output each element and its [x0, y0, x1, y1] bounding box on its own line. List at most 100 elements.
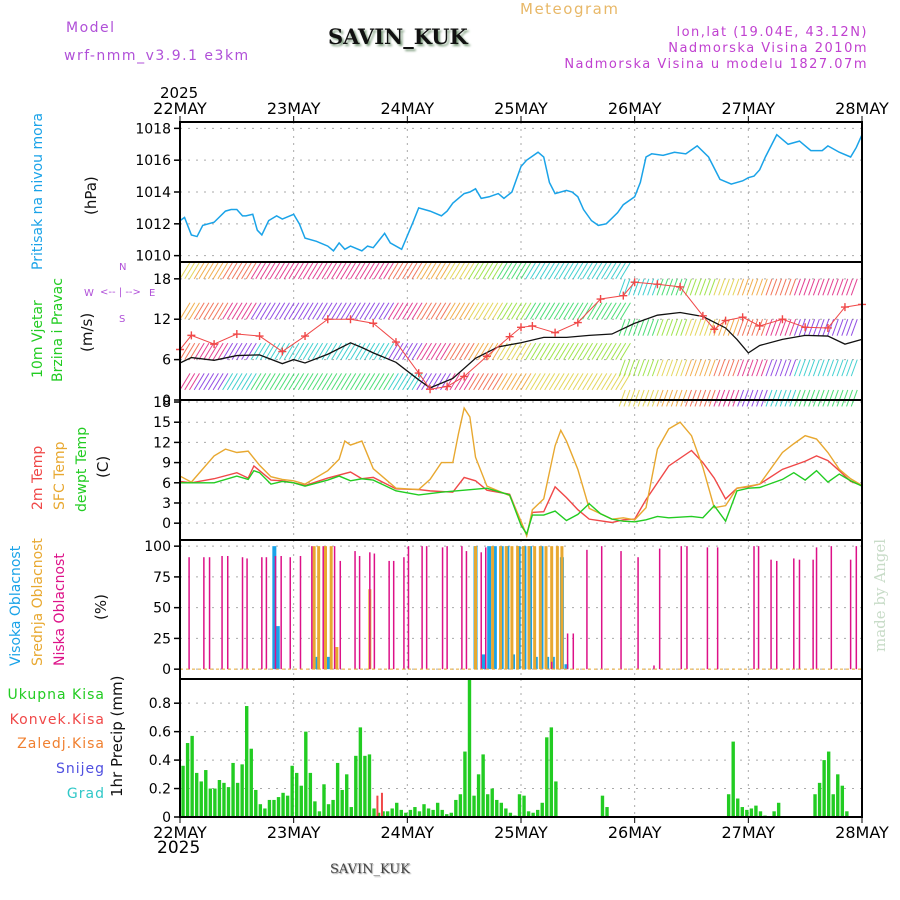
wind-barb — [283, 302, 295, 320]
precip-bar — [522, 795, 526, 817]
precip-bar — [517, 794, 522, 817]
wind-barb — [553, 342, 565, 360]
y-tick-label: 75 — [153, 570, 171, 586]
wind-barb — [628, 319, 636, 336]
wind-barb — [231, 373, 243, 391]
wind-barb — [586, 342, 598, 360]
wind-barb — [321, 262, 333, 280]
product-title: Meteogram — [520, 0, 620, 18]
x-label-top: 26MAY — [608, 99, 662, 118]
cloud-bar — [333, 546, 336, 670]
wind-barb — [520, 302, 532, 320]
wind-barb — [477, 342, 489, 360]
cloud-bar — [555, 546, 559, 670]
wind-barb — [708, 389, 716, 407]
wind-barb — [406, 262, 418, 280]
wind-barb — [605, 262, 617, 280]
wind-barb — [567, 302, 579, 320]
precip-bar — [258, 804, 263, 817]
precip-bar — [213, 788, 217, 817]
wind-barb — [708, 359, 716, 377]
wind-barb — [345, 342, 357, 360]
wind-barb — [722, 278, 730, 296]
wind-barb — [822, 278, 830, 296]
wind-barb — [642, 359, 650, 377]
wind-barb — [454, 262, 466, 280]
precip-bar — [813, 794, 817, 817]
y-tick-label: 6 — [162, 353, 171, 369]
wind-barb — [623, 278, 631, 296]
wind-speed-line — [179, 311, 863, 389]
model-label: Model — [66, 20, 116, 36]
wind-barb — [245, 342, 257, 360]
wind-gust-marker — [187, 331, 196, 340]
wind-barb — [369, 373, 380, 391]
wind-barb — [841, 278, 849, 296]
precip-bar — [363, 755, 367, 817]
wind-barb — [675, 389, 683, 407]
wind-gust-marker — [517, 323, 525, 332]
wind-barb — [850, 389, 858, 407]
wind-barb — [501, 373, 513, 391]
precip-bar — [222, 782, 226, 817]
wind-barb — [675, 319, 683, 336]
wind-barb — [775, 278, 782, 296]
wind-barb — [699, 319, 707, 336]
cloud-bar — [855, 546, 858, 670]
precip-bar — [605, 807, 609, 817]
wind-barb — [530, 342, 541, 360]
precip-bar — [454, 799, 458, 817]
wind-barb — [217, 302, 229, 320]
wind-barb — [383, 373, 395, 391]
precip-bar — [440, 809, 444, 817]
wind-barb — [397, 302, 409, 320]
wind-barb — [586, 373, 598, 391]
y-tick-label: 0 — [162, 662, 171, 678]
precip-bar — [535, 809, 540, 817]
wind-barb — [340, 342, 352, 360]
wind-barb — [841, 359, 849, 377]
precip-bar — [354, 755, 358, 817]
wind-barb — [582, 262, 593, 280]
precip-bar — [267, 799, 272, 817]
wind-barb — [179, 373, 191, 391]
wind-barb — [722, 389, 730, 407]
wind-barb — [312, 342, 324, 360]
precip-bar — [472, 795, 476, 817]
wind-barb — [231, 342, 243, 360]
cloud-bar — [289, 557, 292, 670]
compass-w: W — [84, 288, 94, 299]
wind-barb — [231, 262, 243, 280]
wind-barb — [231, 302, 243, 320]
wind-barb — [274, 302, 286, 320]
wind-barb — [563, 302, 575, 320]
wind-barb — [269, 302, 281, 320]
wind-barb — [534, 373, 546, 391]
wind-gust-marker — [721, 316, 730, 325]
wind-barb — [572, 342, 584, 360]
wind-barb — [378, 342, 390, 360]
precip-bar — [736, 798, 740, 817]
cloud-bar — [326, 656, 331, 670]
wind-barb — [316, 373, 328, 391]
wind-barb — [775, 319, 782, 336]
x-label-bottom: 27MAY — [722, 823, 776, 842]
wind-barb — [713, 389, 721, 407]
wind-barb — [184, 373, 196, 391]
wind-barb — [250, 342, 262, 360]
wind-barb — [675, 359, 683, 377]
wind-barb — [359, 373, 371, 391]
cloud-bar — [312, 546, 316, 670]
wind-barb — [260, 342, 271, 360]
wind-barb — [596, 342, 608, 360]
wind-barb — [316, 262, 328, 280]
wind-barb — [326, 302, 338, 320]
wind-barb — [331, 302, 342, 320]
wind-barb — [765, 278, 773, 296]
compass-s: S — [119, 314, 126, 325]
wind-gust-marker — [369, 319, 378, 328]
cloud-bar — [757, 546, 760, 670]
wind-barb — [647, 389, 655, 407]
wind-barb — [378, 302, 390, 320]
wind-barb — [506, 302, 518, 320]
